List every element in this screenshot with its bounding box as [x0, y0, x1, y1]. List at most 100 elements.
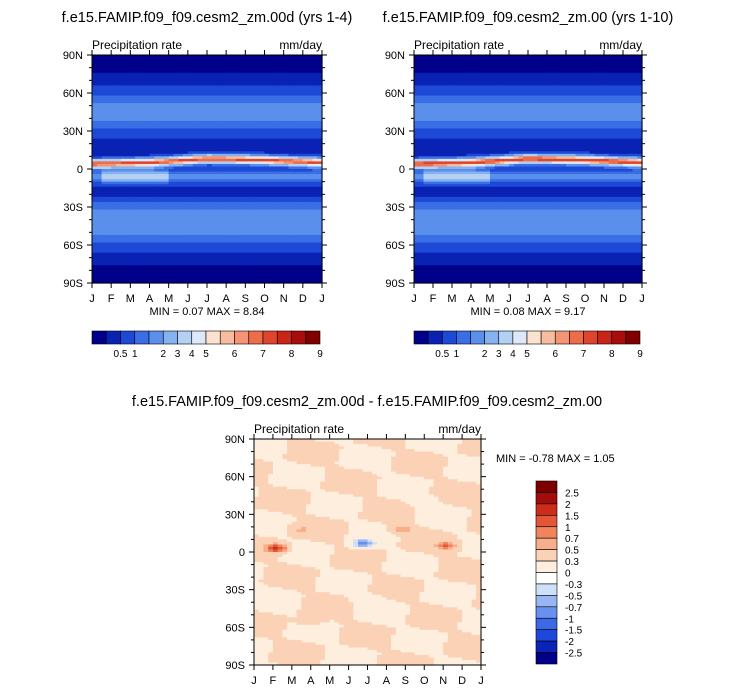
heatmap-cell: [178, 151, 184, 155]
heatmap-cell: [187, 237, 194, 241]
heatmap-cell: [235, 214, 242, 218]
heatmap-cell: [111, 156, 117, 160]
heatmap-cell: [96, 265, 103, 269]
heatmap-cell: [101, 260, 107, 264]
heatmap-cell: [230, 153, 237, 157]
heatmap-cell: [216, 82, 222, 86]
heatmap-cell: [96, 270, 103, 274]
heatmap-cell: [235, 141, 242, 145]
heatmap-cell: [96, 189, 103, 193]
heatmap-cell: [168, 234, 175, 238]
heatmap-cell: [187, 65, 194, 69]
heatmap-cell: [230, 65, 237, 69]
heatmap-cell: [178, 247, 184, 251]
heatmap-cell: [135, 204, 141, 208]
heatmap-cell: [144, 87, 151, 92]
heatmap-cell: [192, 72, 199, 76]
heatmap-cell: [115, 222, 122, 226]
heatmap-cell: [187, 153, 194, 157]
heatmap-cell: [130, 272, 136, 276]
heatmap-cell: [135, 138, 141, 142]
heatmap-cell: [197, 158, 203, 162]
heatmap-cell: [101, 141, 107, 145]
heatmap-cell: [230, 161, 237, 165]
heatmap-cell: [245, 163, 251, 168]
heatmap-cell: [168, 141, 175, 145]
heatmap-cell: [197, 275, 203, 279]
heatmap-cell: [159, 166, 165, 170]
heatmap-cell: [125, 201, 131, 206]
heatmap-cell: [250, 90, 256, 94]
heatmap-cell: [96, 163, 103, 168]
heatmap-cell: [226, 115, 232, 119]
heatmap-cell: [120, 95, 127, 99]
heatmap-cell: [154, 80, 160, 84]
heatmap-cell: [96, 148, 103, 152]
heatmap-cell: [125, 125, 131, 130]
heatmap-cell: [163, 184, 170, 188]
heatmap-cell: [149, 158, 155, 162]
heatmap-cell: [240, 163, 246, 168]
heatmap-cell: [149, 105, 155, 109]
heatmap-cell: [202, 72, 208, 76]
heatmap-cell: [163, 108, 170, 112]
heatmap-cell: [139, 113, 146, 117]
heatmap-cell: [230, 201, 237, 206]
heatmap-cell: [154, 77, 160, 81]
heatmap-cell: [202, 196, 208, 200]
heatmap-cell: [130, 194, 136, 198]
heatmap-cell: [207, 156, 213, 160]
heatmap-cell: [111, 191, 117, 195]
heatmap-cell: [159, 118, 165, 122]
heatmap-cell: [135, 128, 141, 132]
heatmap-cell: [139, 189, 146, 193]
heatmap-cell: [101, 250, 107, 254]
heatmap-cell: [149, 267, 155, 271]
heatmap-cell: [197, 260, 203, 264]
heatmap-cell: [149, 113, 155, 117]
heatmap-cell: [154, 166, 160, 170]
heatmap-cell: [187, 245, 194, 249]
heatmap-cell: [106, 141, 112, 145]
heatmap-cell: [173, 128, 179, 132]
heatmap-cell: [111, 105, 117, 109]
heatmap-cell: [92, 275, 98, 279]
heatmap-cell: [235, 219, 242, 223]
heatmap-cell: [216, 138, 222, 142]
heatmap-cell: [120, 245, 127, 249]
heatmap-cell: [207, 163, 213, 168]
heatmap-cell: [192, 260, 199, 264]
heatmap-cell: [202, 153, 208, 157]
heatmap-cell: [221, 62, 227, 66]
heatmap-cell: [159, 272, 165, 276]
y-tick-label: 90S: [63, 278, 83, 290]
heatmap-cell: [154, 217, 160, 221]
heatmap-cell: [197, 179, 203, 183]
heatmap-cell: [197, 85, 203, 89]
heatmap-cell: [216, 260, 222, 264]
heatmap-cell: [135, 212, 141, 216]
heatmap-cell: [178, 174, 184, 178]
heatmap-cell: [135, 262, 141, 266]
heatmap-cell: [135, 227, 141, 231]
heatmap-cell: [101, 209, 107, 213]
heatmap-cell: [187, 262, 194, 266]
heatmap-cell: [154, 257, 160, 261]
heatmap-cell: [92, 176, 98, 180]
heatmap-cell: [149, 196, 155, 200]
heatmap-cell: [111, 219, 117, 223]
heatmap-cell: [197, 262, 203, 266]
heatmap-cell: [96, 115, 103, 119]
heatmap-cell: [192, 237, 199, 241]
heatmap-cell: [106, 143, 112, 147]
heatmap-cell: [115, 118, 122, 122]
heatmap-cell: [187, 151, 194, 155]
heatmap-cell: [154, 90, 160, 94]
heatmap-cell: [154, 75, 160, 79]
heatmap-cell: [111, 257, 117, 261]
heatmap-cell: [159, 224, 165, 228]
heatmap-cell: [230, 186, 237, 190]
heatmap-cell: [230, 191, 237, 195]
heatmap-cell: [226, 110, 232, 114]
heatmap-cell: [159, 125, 165, 130]
